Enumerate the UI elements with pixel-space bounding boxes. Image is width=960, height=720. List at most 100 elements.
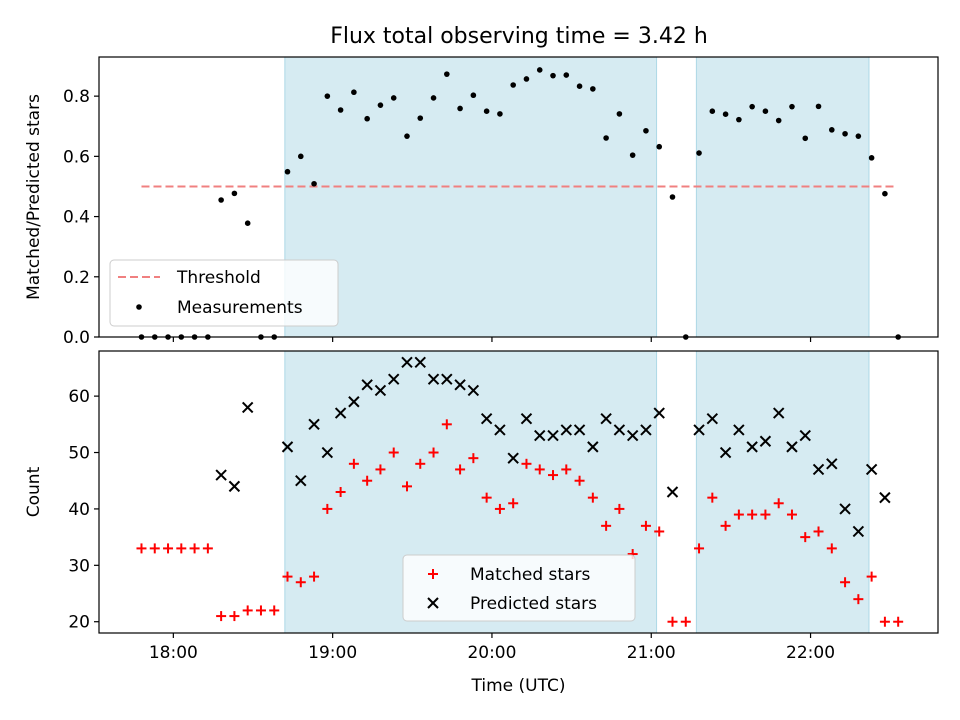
matched-star-point (149, 543, 160, 554)
measurement-point (364, 115, 370, 122)
x-b (772, 407, 785, 419)
predicted-star-point (348, 396, 360, 408)
predicted-star-point (321, 446, 334, 459)
matched-star-point (879, 616, 890, 627)
predicted-star-point (427, 373, 440, 385)
predicted-star-point (865, 463, 878, 476)
matched-star-point (853, 594, 864, 605)
y-tick-label: 0.4 (63, 208, 90, 228)
x-b (454, 379, 466, 391)
measurement-point (709, 108, 716, 114)
measurement-point (244, 220, 251, 226)
matched-star-point (680, 616, 691, 627)
legend-box (109, 259, 339, 327)
matched-star-point (401, 481, 412, 492)
shaded-interval (284, 56, 658, 338)
matched-star-point (667, 616, 678, 627)
measurement-point (231, 190, 238, 197)
x-b (799, 429, 811, 442)
matched-star-point (800, 532, 811, 543)
y-tick-label: 30 (68, 556, 90, 576)
x-b (759, 435, 772, 447)
predicted-star-point (560, 424, 572, 436)
matched-star-point (136, 543, 147, 554)
predicted-star-point (534, 429, 546, 442)
measurement-point (284, 168, 291, 175)
x-b (427, 373, 440, 385)
measurement-point (297, 153, 304, 160)
matched-star-point (640, 520, 651, 531)
x-b (626, 429, 639, 442)
measurement-point (736, 116, 742, 123)
predicted-star-point (693, 424, 705, 436)
measurement-point (351, 89, 357, 96)
matched-star-point (163, 543, 174, 554)
matched-star-point (282, 571, 293, 582)
matched-star-point (587, 492, 598, 503)
x-b (494, 424, 506, 436)
x-b (467, 384, 480, 397)
matched-star-point (786, 509, 797, 520)
matched-star-point (455, 464, 466, 475)
predicted-star-point (441, 373, 453, 385)
measurement-point (536, 67, 543, 73)
matched-star-point (216, 611, 227, 622)
y-tick-label: 50 (68, 444, 90, 464)
legend: Threshold Measurements (109, 259, 339, 327)
legend-measurement-swatch (136, 304, 142, 310)
predicted-star-point (308, 418, 320, 431)
measurement-point (470, 92, 477, 99)
x-b (534, 429, 546, 442)
x-b (812, 463, 825, 476)
axes-frame (98, 350, 939, 634)
figure-title: Flux total observing time = 3.42 h (330, 24, 708, 49)
x-b (228, 480, 241, 493)
measurement-point (828, 127, 835, 133)
predicted-star-point (228, 480, 241, 493)
matched-star-point (747, 509, 758, 520)
predicted-star-point (626, 429, 639, 442)
matched-star-point (428, 447, 439, 458)
measurement-point (576, 83, 583, 90)
legend-measurement-label: Measurements (177, 298, 303, 318)
measurement-point (590, 86, 596, 92)
matched-star-point (322, 503, 333, 514)
predicted-star-point (454, 379, 466, 391)
predicted-star-point (706, 412, 719, 425)
matched-star-point (826, 543, 837, 554)
count-panel: 20 30 40 50 60 18:00 19:00 20:00 21:00 22:00 Count… (24, 350, 939, 696)
x-b (441, 373, 453, 385)
predicted-star-point (507, 452, 519, 464)
matched-star-point (614, 503, 625, 514)
x-axis-label: Time (UTC) (471, 676, 566, 696)
matched-star-point (255, 605, 266, 616)
matched-star-point (707, 492, 718, 503)
measurement-point (444, 71, 450, 77)
matched-star-point (441, 419, 452, 430)
x-b (281, 441, 294, 453)
x-b (414, 356, 426, 368)
measurement-point (616, 111, 623, 117)
predicted-star-point (401, 356, 413, 368)
y-tick-label: 60 (68, 387, 90, 407)
matched-star-point (335, 487, 346, 497)
x-tick-label: 20:00 (467, 643, 516, 663)
measurement-point (483, 108, 490, 114)
predicted-star-point (494, 424, 506, 436)
predicted-star-point (666, 486, 679, 498)
predicted-star-point (826, 458, 838, 470)
measurement-point (868, 155, 875, 161)
legend-predicted-swatch-b (427, 597, 439, 609)
predicted-star-point (759, 435, 772, 447)
matched-star-point (189, 543, 200, 554)
shaded-interval (695, 350, 870, 634)
measurement-point (749, 103, 755, 110)
matched-star-point (295, 577, 306, 588)
legend: Matched stars Predicted stars (402, 554, 636, 622)
legend-threshold-label: Threshold (176, 268, 261, 288)
predicted-star-point (374, 384, 387, 397)
measurement-point (390, 95, 397, 101)
y-tick-label: 0.2 (63, 268, 90, 288)
predicted-star-point (480, 412, 493, 425)
x-b (560, 424, 572, 436)
